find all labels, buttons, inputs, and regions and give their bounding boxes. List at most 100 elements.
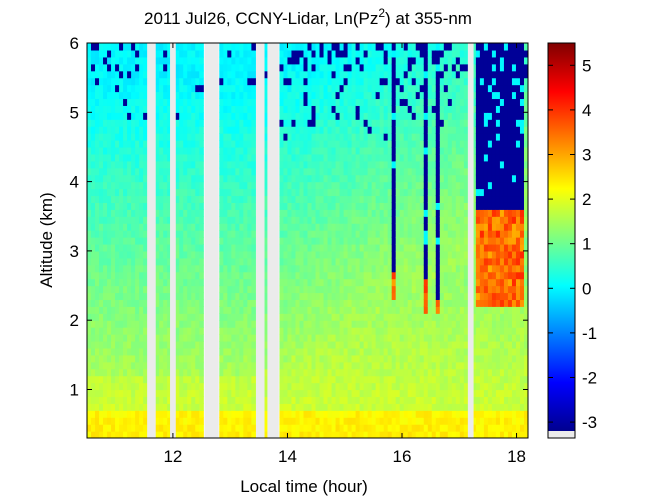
heatmap-cell xyxy=(95,368,100,377)
heatmap-cell xyxy=(475,140,481,148)
heatmap-cell xyxy=(199,410,204,418)
heatmap-cell xyxy=(191,243,196,252)
heatmap-cell xyxy=(371,417,377,425)
heatmap-cell xyxy=(347,375,353,384)
heatmap-cell xyxy=(139,160,144,169)
heatmap-cell xyxy=(407,133,413,141)
heatmap-cell xyxy=(299,140,305,148)
heatmap-cell xyxy=(159,271,164,280)
heatmap-cell xyxy=(103,119,108,127)
heatmap-cell xyxy=(455,84,461,93)
heatmap-cell xyxy=(91,375,96,384)
heatmap-cell xyxy=(367,243,373,252)
heatmap-cell xyxy=(163,361,168,370)
heatmap-cell xyxy=(347,313,353,321)
heatmap-cell xyxy=(487,340,493,349)
heatmap-cell xyxy=(227,368,232,377)
heatmap-cell xyxy=(419,119,425,127)
heatmap-cell xyxy=(451,382,457,391)
heatmap-cell xyxy=(167,285,172,294)
heatmap-cell xyxy=(155,133,160,141)
heatmap-cell xyxy=(143,292,148,300)
heatmap-cell xyxy=(263,396,269,404)
heatmap-cell xyxy=(403,140,409,148)
heatmap-cell xyxy=(483,313,489,321)
heatmap-cell xyxy=(187,250,192,259)
heatmap-cell xyxy=(463,285,469,294)
heatmap-cell xyxy=(439,216,445,224)
heatmap-cell xyxy=(163,98,168,106)
heatmap-cell xyxy=(375,292,381,300)
heatmap-cell xyxy=(311,209,317,217)
heatmap-cell xyxy=(135,243,140,252)
heatmap-cell xyxy=(155,299,160,307)
heatmap-cell xyxy=(471,264,477,273)
heatmap-cell xyxy=(407,91,413,100)
heatmap-cell xyxy=(403,216,409,224)
heatmap-cell xyxy=(235,313,240,321)
heatmap-cell xyxy=(299,98,305,106)
heatmap-cell xyxy=(327,237,333,245)
heatmap-cell xyxy=(355,167,361,176)
heatmap-cell xyxy=(239,368,244,377)
heatmap-cell xyxy=(455,410,461,418)
heatmap-cell xyxy=(283,146,289,155)
heatmap-cell xyxy=(87,250,92,259)
heatmap-cell xyxy=(339,250,345,259)
heatmap-cell xyxy=(247,340,252,349)
heatmap-cell xyxy=(103,153,108,162)
heatmap-cell xyxy=(363,91,369,100)
heatmap-cell xyxy=(323,70,329,79)
heatmap-cell xyxy=(415,292,421,300)
heatmap-cell xyxy=(363,403,369,411)
heatmap-cell xyxy=(175,306,180,314)
heatmap-cell xyxy=(327,334,333,342)
heatmap-cell xyxy=(227,70,232,79)
heatmap-cell xyxy=(455,146,461,155)
heatmap-cell xyxy=(335,84,341,93)
heatmap-cell xyxy=(91,126,96,134)
heatmap-cell xyxy=(387,63,393,72)
heatmap-cell xyxy=(355,278,361,287)
heatmap-cell xyxy=(379,237,385,245)
heatmap-cell xyxy=(299,91,305,100)
heatmap-cell xyxy=(363,105,369,113)
heatmap-cell xyxy=(375,77,381,86)
heatmap-cell xyxy=(183,230,188,238)
heatmap-cell xyxy=(323,361,329,370)
heatmap-cell xyxy=(251,133,256,141)
heatmap-cell xyxy=(319,271,325,280)
heatmap-cell xyxy=(295,63,301,72)
heatmap-cell xyxy=(443,43,449,51)
heatmap-cell xyxy=(399,257,405,266)
heatmap-cell xyxy=(323,354,329,363)
heatmap-cell xyxy=(479,91,485,100)
heatmap-cell xyxy=(407,195,413,203)
heatmap-cell xyxy=(463,63,469,72)
heatmap-cell xyxy=(111,140,116,148)
heatmap-cell xyxy=(475,340,481,349)
heatmap-cell xyxy=(427,174,433,183)
heatmap-cell xyxy=(183,188,188,197)
heatmap-cell xyxy=(407,181,413,190)
heatmap-cell xyxy=(367,70,373,79)
heatmap-cell xyxy=(199,98,204,106)
heatmap-cell xyxy=(111,361,116,370)
heatmap-cell xyxy=(415,313,421,321)
heatmap-cell xyxy=(395,209,401,217)
heatmap-cell xyxy=(351,63,357,72)
heatmap-cell xyxy=(127,146,132,155)
heatmap-cell xyxy=(319,98,325,106)
heatmap-cell xyxy=(423,126,429,134)
heatmap-cell xyxy=(307,340,313,349)
heatmap-cell xyxy=(239,202,244,210)
heatmap-cell xyxy=(439,403,445,411)
heatmap-cell xyxy=(315,188,321,197)
heatmap-cell xyxy=(131,285,136,294)
heatmap-cell xyxy=(247,389,252,398)
heatmap-cell xyxy=(115,209,120,217)
heatmap-cell xyxy=(399,202,405,210)
heatmap-cell xyxy=(443,375,449,384)
heatmap-cell xyxy=(175,327,180,335)
heatmap-cell xyxy=(139,43,144,51)
